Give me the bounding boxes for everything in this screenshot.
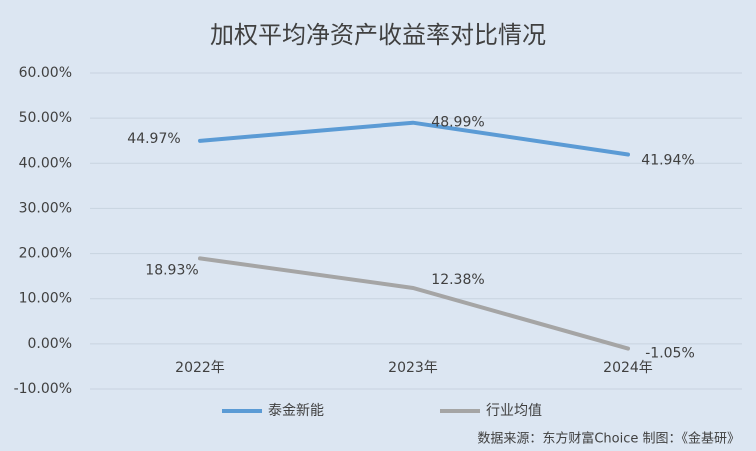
y-tick-label: 0.00%	[28, 336, 72, 352]
line-series	[198, 256, 630, 351]
chart-title: 加权平均净资产收益率对比情况	[210, 21, 546, 49]
data-label: 48.99%	[431, 115, 484, 131]
legend-label: 泰金新能	[268, 403, 324, 419]
data-label: 18.93%	[145, 262, 198, 278]
x-tick-label: 2024年	[603, 360, 653, 376]
y-tick-label: 10.00%	[19, 291, 72, 307]
x-tick-label: 2022年	[175, 360, 225, 376]
source-note: 数据来源：东方财富Choice 制图：《金基研》	[477, 431, 740, 447]
y-tick-label: 60.00%	[19, 65, 72, 81]
line-series	[198, 120, 630, 157]
y-tick-label: 50.00%	[19, 110, 72, 126]
y-tick-label: 20.00%	[19, 246, 72, 262]
y-tick-label: -10.00%	[14, 381, 72, 397]
data-label: 12.38%	[431, 272, 484, 288]
data-label: -1.05%	[645, 346, 695, 362]
data-label: 41.94%	[641, 153, 694, 169]
x-tick-label: 2023年	[388, 360, 438, 376]
legend-label: 行业均值	[486, 403, 542, 419]
y-tick-label: 40.00%	[19, 155, 72, 171]
data-label: 44.97%	[127, 131, 180, 147]
y-tick-label: 30.00%	[19, 200, 72, 216]
